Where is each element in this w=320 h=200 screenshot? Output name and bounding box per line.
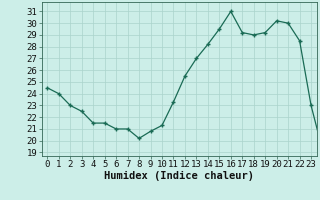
X-axis label: Humidex (Indice chaleur): Humidex (Indice chaleur) — [104, 171, 254, 181]
